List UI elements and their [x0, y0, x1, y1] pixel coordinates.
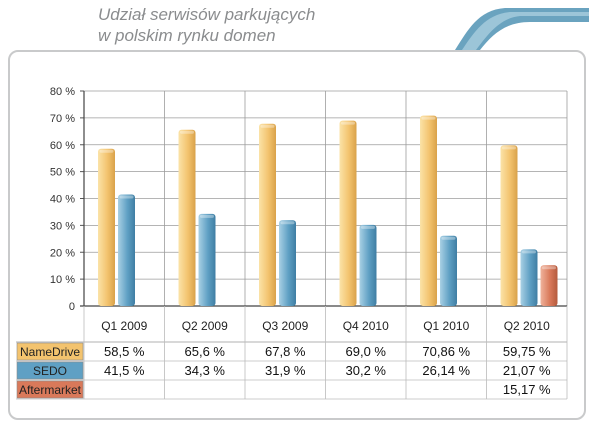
data-label-sedo: 41,5 % [104, 363, 145, 378]
data-label-namedrive: 59,75 % [503, 344, 551, 359]
bar-sedo-4 [359, 224, 377, 306]
y-tick-label: 80 % [50, 86, 75, 98]
y-tick-label: 40 % [50, 194, 75, 206]
x-category-label: Q4 2010 [343, 319, 389, 333]
legend-label-aftermarket: Aftermarket [19, 383, 82, 397]
y-tick-label: 60 % [50, 140, 75, 152]
bar-namedrive-3 [259, 123, 276, 306]
data-label-namedrive: 69,0 % [346, 344, 387, 359]
data-label-sedo: 21,07 % [503, 363, 551, 378]
grid-layer [83, 90, 568, 307]
legend-label-sedo: SEDO [33, 364, 67, 378]
bar-highlight [441, 236, 456, 240]
legend-swatch-aftermarket [16, 380, 84, 399]
y-axis: 0 10 % 20 % 30 % 40 % 50 % 60 % 70 % 80 % [50, 86, 567, 313]
chart-title: Udział serwisów parkujących w polskim ry… [98, 4, 315, 46]
data-label-sedo: 26,14 % [422, 363, 470, 378]
x-category-label: Q1 2010 [423, 319, 469, 333]
y-tick-label: 10 % [50, 274, 75, 286]
data-label-sedo: 31,9 % [265, 363, 306, 378]
bar-highlight [119, 195, 134, 199]
bar-highlight [502, 146, 516, 150]
bar-highlight [99, 149, 114, 153]
bar-sedo-5 [440, 235, 457, 306]
y-tick-label: 30 % [50, 220, 75, 232]
bar-highlight [522, 250, 536, 254]
data-label-namedrive: 58,5 % [104, 344, 145, 359]
data-label-aftermarket: 15,17 % [503, 382, 551, 397]
bar-namedrive-4 [339, 120, 357, 306]
header-swoosh-decoration [455, 8, 589, 50]
chart-title-line-1: Udział serwisów parkujących [98, 5, 316, 24]
bar-highlight [180, 130, 194, 134]
y-tick-label: 70 % [50, 113, 75, 125]
bar-namedrive-2 [178, 129, 196, 306]
bar-highlight [421, 116, 436, 120]
bar-namedrive-6 [500, 145, 518, 306]
legend-swatch-namedrive [16, 342, 84, 361]
bar-highlight [361, 225, 375, 229]
x-category-label: Q1 2009 [101, 319, 147, 333]
y-tick-label: 0 [69, 301, 75, 313]
y-tick-label: 20 % [50, 247, 75, 259]
data-label-sedo: 30,2 % [346, 363, 387, 378]
bar-aftermarket-6 [540, 265, 558, 306]
bar-sedo-2 [198, 213, 216, 306]
bar-sedo-1 [118, 194, 135, 306]
bar-highlight [280, 221, 295, 225]
data-label-namedrive: 70,86 % [422, 344, 470, 359]
data-label-namedrive: 65,6 % [185, 344, 226, 359]
x-category-label: Q2 2009 [182, 319, 228, 333]
legend-label-namedrive: NameDrive [20, 345, 80, 359]
bar-highlight [341, 121, 355, 125]
x-category-label: Q2 2010 [504, 319, 550, 333]
bar-sedo-6 [520, 249, 538, 306]
legend-swatch-sedo [16, 361, 84, 380]
bar-highlight [260, 124, 275, 128]
bars-layer [98, 115, 558, 306]
data-label-sedo: 34,3 % [185, 363, 226, 378]
y-tick-label: 50 % [50, 167, 75, 179]
x-category-label: Q3 2009 [262, 319, 308, 333]
bar-highlight [542, 266, 556, 270]
bar-namedrive-1 [98, 148, 115, 306]
bar-namedrive-5 [420, 115, 437, 306]
data-table: Q1 2009 Q2 2009 Q3 2009 Q4 2010 Q1 2010 Q2 20… [16, 306, 568, 400]
bar-sedo-3 [279, 220, 296, 306]
data-label-namedrive: 67,8 % [265, 344, 306, 359]
bar-highlight [200, 214, 214, 218]
chart-title-line-2: w polskim rynku domen [98, 26, 276, 45]
